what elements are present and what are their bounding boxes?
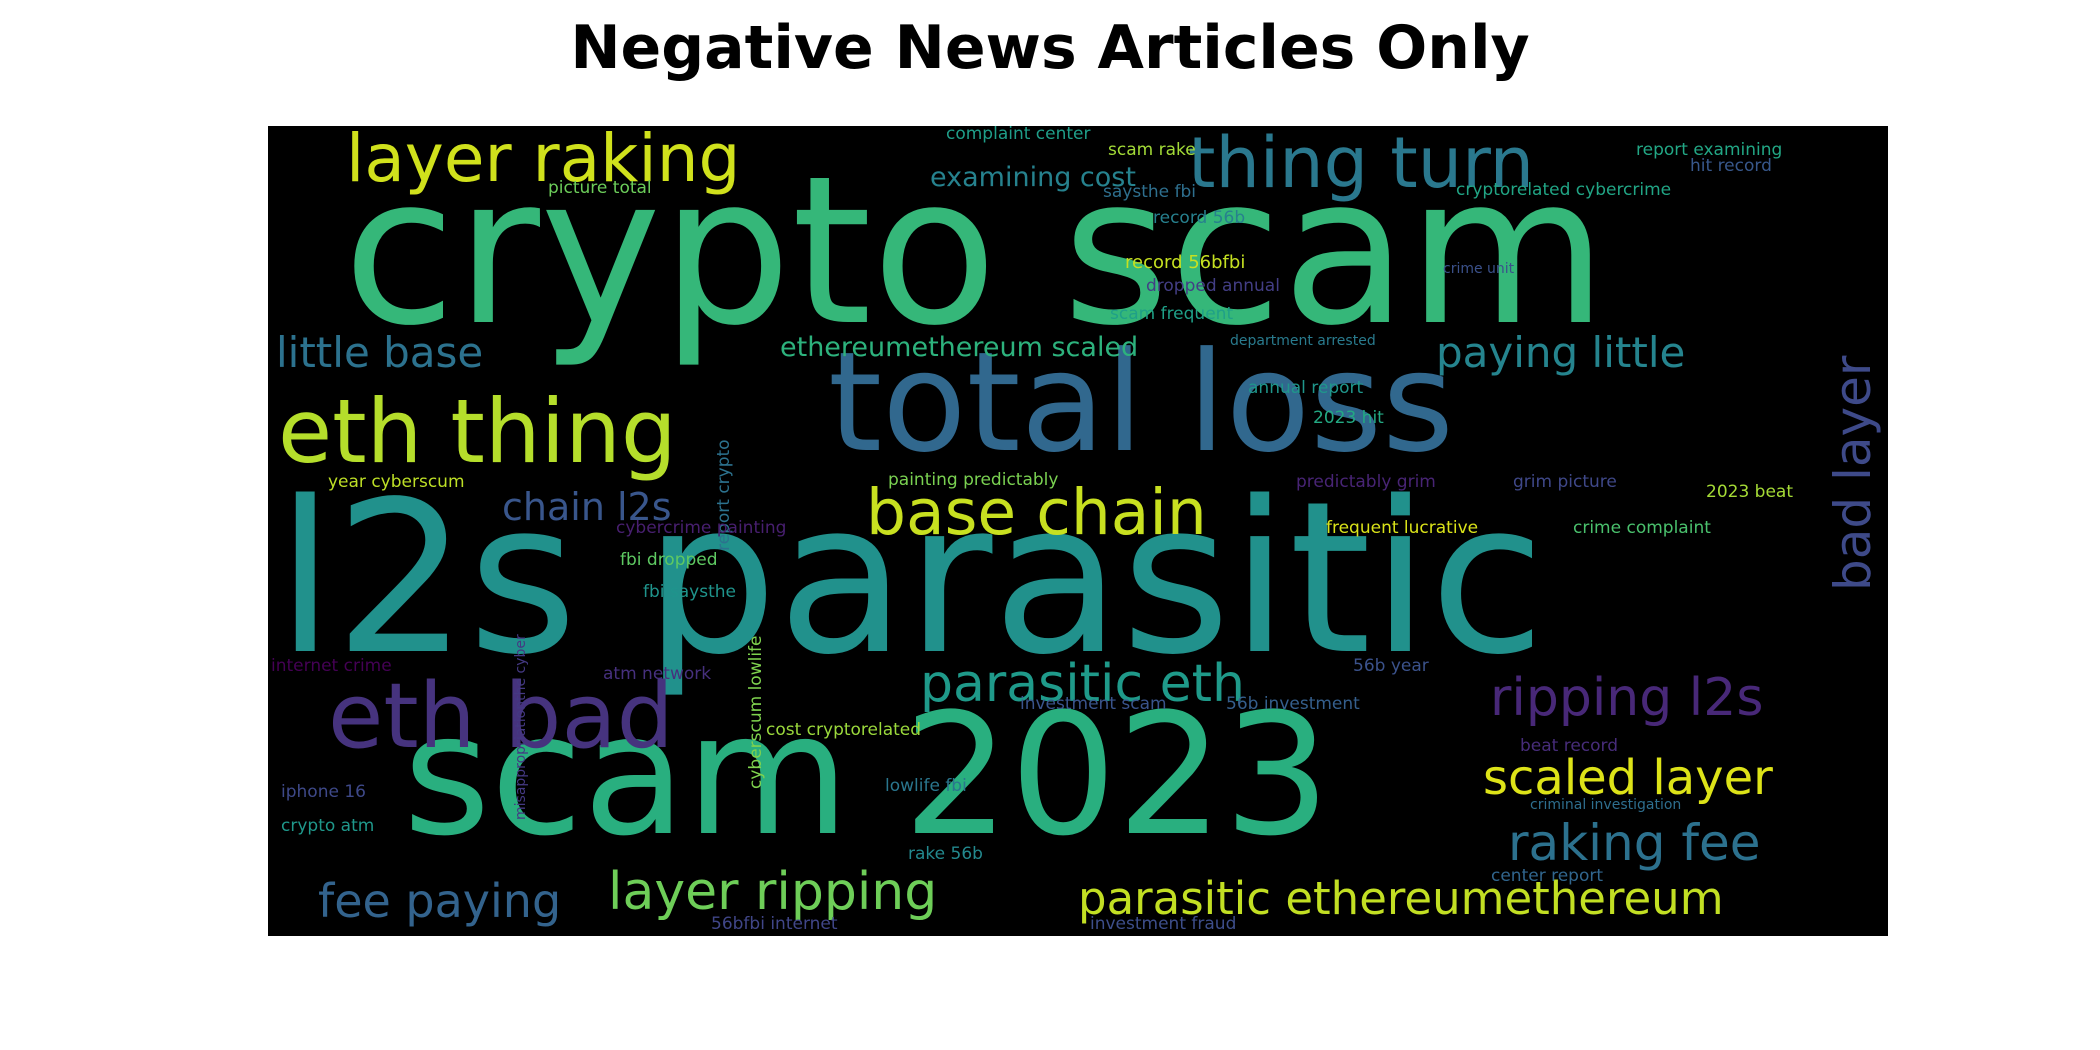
- word: investment scam: [1020, 694, 1167, 714]
- word: crime complaint: [1573, 518, 1711, 538]
- word: painting predictably: [888, 470, 1059, 490]
- word: chain l2s: [502, 485, 672, 529]
- word-cloud: crypto scam total loss l2s parasitic sca…: [268, 126, 1888, 936]
- word: crypto scam: [343, 133, 1608, 371]
- word: bad layer: [1824, 355, 1882, 591]
- word: grim picture: [1513, 472, 1617, 492]
- word: picture total: [548, 178, 652, 198]
- word: record 56b: [1153, 208, 1246, 228]
- word: investment fraud: [1090, 914, 1237, 934]
- word: layer raking: [346, 126, 741, 197]
- word: criminal investigation: [1530, 797, 1682, 813]
- word: atm network: [603, 664, 712, 684]
- word: base chain: [866, 476, 1207, 549]
- word: complaint center: [946, 126, 1091, 144]
- word: 56bfbi internet: [711, 914, 838, 934]
- word: cost cryptorelated: [766, 720, 922, 740]
- word: eth thing: [278, 380, 677, 483]
- word: cryptorelated cybercrime: [1456, 180, 1672, 200]
- word: raking fee: [1508, 814, 1761, 872]
- word: frequent lucrative: [1326, 518, 1479, 538]
- word: eth bad: [328, 664, 674, 769]
- word: parasitic eth: [920, 654, 1245, 714]
- word: iphone 16: [281, 782, 366, 802]
- word: 2023 hit: [1313, 408, 1384, 428]
- word: annual report: [1248, 378, 1364, 398]
- word: crypto atm: [281, 816, 375, 836]
- word: saysthe fbi: [1103, 182, 1196, 202]
- word: ethereumethereum scaled: [780, 332, 1139, 363]
- word: scam 2023: [403, 677, 1331, 873]
- word: rake 56b: [908, 844, 983, 864]
- word: cyberscum lowlife: [746, 635, 766, 789]
- word: thing turn: [1188, 126, 1535, 204]
- word: scaled layer: [1483, 750, 1773, 806]
- word: paying little: [1436, 328, 1686, 377]
- word: ripping l2s: [1490, 668, 1764, 728]
- word: 56b investment: [1226, 694, 1360, 714]
- word: cybercrime painting: [616, 518, 787, 538]
- word: 56b year: [1353, 656, 1429, 676]
- word: fbi dropped: [620, 550, 718, 570]
- word: scam rake: [1108, 140, 1196, 160]
- word: l2s parasitic: [276, 456, 1546, 701]
- word: department arrested: [1230, 333, 1376, 349]
- word: scam frequent: [1110, 304, 1234, 324]
- word: 2023 beat: [1706, 482, 1794, 502]
- word: fbi saysthe: [643, 582, 736, 602]
- word: beat record: [1520, 736, 1619, 756]
- word: parasitic ethereumethereum: [1078, 872, 1724, 925]
- word: record 56bfbi: [1125, 252, 1246, 273]
- word: hit record: [1690, 156, 1772, 176]
- word: center report: [1491, 866, 1604, 886]
- word: total loss: [828, 322, 1454, 483]
- word: lowlife fbi: [885, 776, 967, 796]
- word: report examining: [1636, 140, 1783, 160]
- word: year cyberscum: [328, 472, 465, 492]
- word: dropped annual: [1146, 276, 1280, 296]
- word: examining cost: [930, 162, 1136, 193]
- word: little base: [276, 328, 484, 377]
- word: crime unit: [1443, 261, 1515, 277]
- word: predictably grim: [1296, 472, 1436, 492]
- chart-title: Negative News Articles Only: [570, 13, 1530, 83]
- word: misappropriationthe cyber: [513, 634, 529, 820]
- word: layer ripping: [608, 862, 938, 922]
- word: internet crime: [271, 656, 392, 676]
- word: fee paying: [318, 874, 562, 928]
